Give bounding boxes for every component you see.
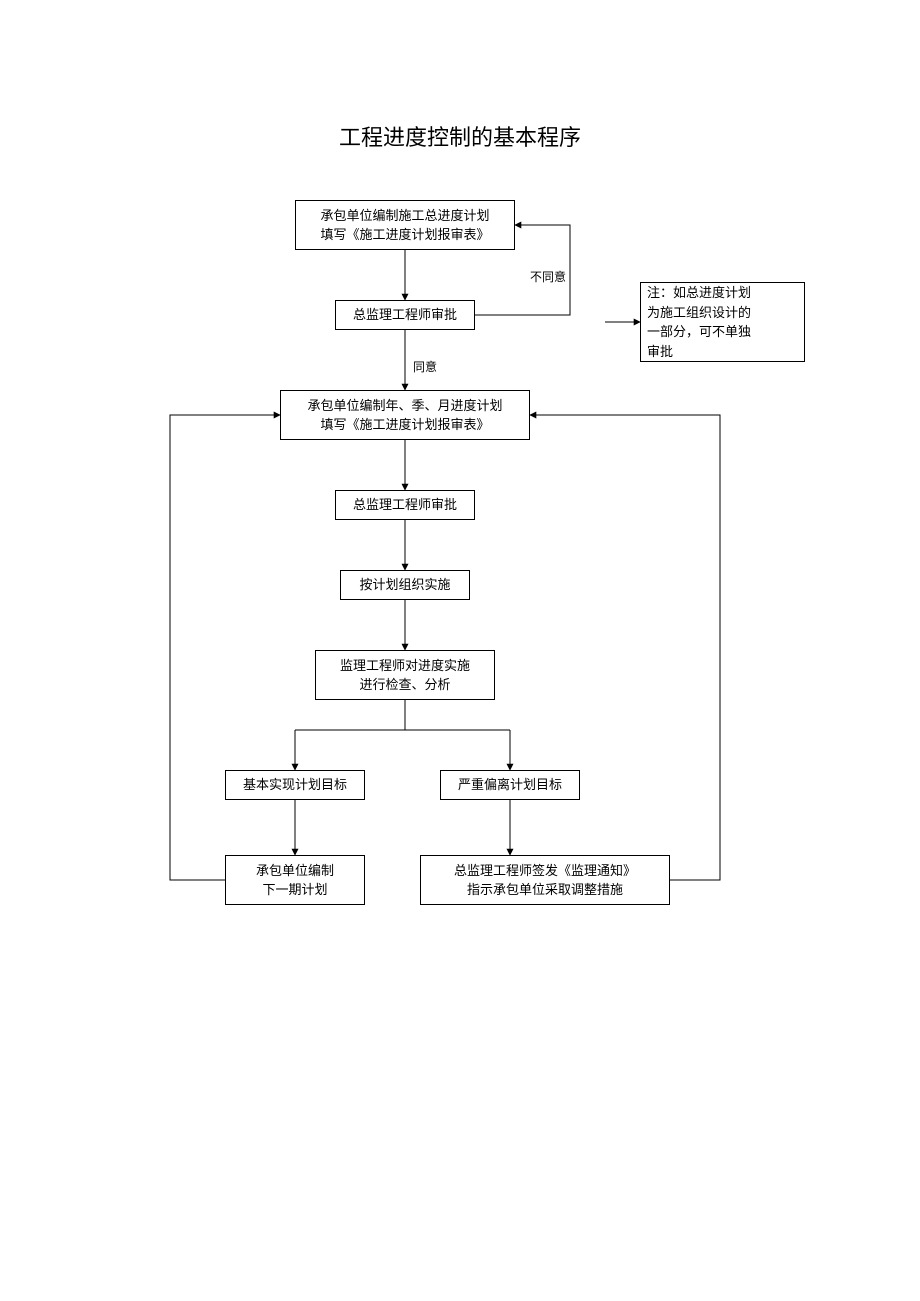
node-inspect: 监理工程师对进度实施 进行检查、分析 — [315, 650, 495, 700]
node-line: 填写《施工进度计划报审表》 — [320, 225, 489, 245]
node-line: 总监理工程师签发《监理通知》 — [454, 861, 636, 881]
flowchart-canvas: 工程进度控制的基本程序 承包单位编制施工总进度计划 填写《施工进度计划报审表》 … — [0, 0, 920, 1301]
node-line: 为施工组织设计的 — [647, 303, 751, 323]
node-issue-notice: 总监理工程师签发《监理通知》 指示承包单位采取调整措施 — [420, 855, 670, 905]
node-chief-approve-2: 总监理工程师审批 — [335, 490, 475, 520]
node-contractor-master-plan: 承包单位编制施工总进度计划 填写《施工进度计划报审表》 — [295, 200, 515, 250]
diagram-title: 工程进度控制的基本程序 — [0, 120, 920, 152]
edge-label-disagree: 不同意 — [530, 268, 566, 285]
node-line: 总监理工程师审批 — [353, 305, 457, 325]
node-line: 一部分，可不单独 — [647, 322, 751, 342]
node-line: 监理工程师对进度实施 — [340, 656, 470, 676]
node-on-target: 基本实现计划目标 — [225, 770, 365, 800]
node-note: 注：如总进度计划 为施工组织设计的 一部分，可不单独 审批 — [640, 282, 805, 362]
node-line: 承包单位编制年、季、月进度计划 — [307, 396, 502, 416]
node-line: 按计划组织实施 — [359, 575, 450, 595]
node-line: 注：如总进度计划 — [647, 283, 751, 303]
node-line: 总监理工程师审批 — [353, 495, 457, 515]
node-line: 填写《施工进度计划报审表》 — [320, 415, 489, 435]
node-line: 承包单位编制 — [256, 861, 334, 881]
node-line: 指示承包单位采取调整措施 — [467, 880, 623, 900]
node-line: 承包单位编制施工总进度计划 — [320, 206, 489, 226]
node-line: 严重偏离计划目标 — [458, 775, 562, 795]
node-line: 基本实现计划目标 — [243, 775, 347, 795]
node-period-plan: 承包单位编制年、季、月进度计划 填写《施工进度计划报审表》 — [280, 390, 530, 440]
node-line: 下一期计划 — [262, 880, 327, 900]
node-next-plan: 承包单位编制 下一期计划 — [225, 855, 365, 905]
node-line: 审批 — [647, 342, 673, 362]
node-line: 进行检查、分析 — [359, 675, 450, 695]
node-chief-approve-1: 总监理工程师审批 — [335, 300, 475, 330]
node-off-target: 严重偏离计划目标 — [440, 770, 580, 800]
edge-label-agree: 同意 — [413, 358, 437, 375]
node-implement: 按计划组织实施 — [340, 570, 470, 600]
